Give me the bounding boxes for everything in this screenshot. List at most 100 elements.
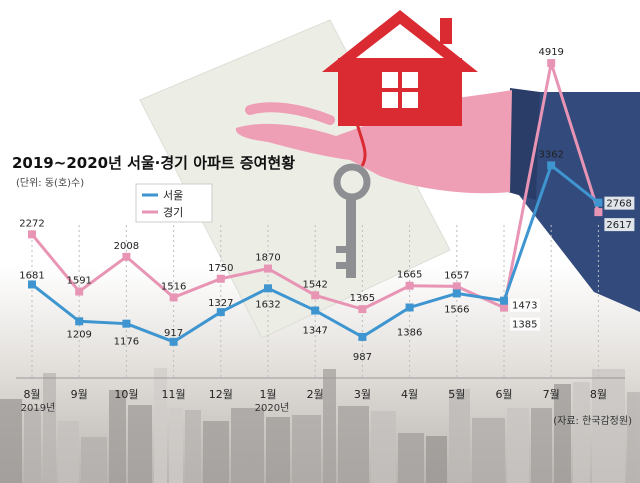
skyline-building: [573, 382, 590, 483]
skyline-building: [154, 368, 167, 483]
skyline-building: [128, 405, 152, 483]
chart-title: 2019~2020년 서울·경기 아파트 증여현황: [12, 154, 295, 172]
data-label-seoul: 1347: [302, 326, 327, 337]
marker-gyeonggi: [122, 252, 131, 261]
year-label-2019: 2019년: [21, 402, 56, 414]
marker-seoul: [75, 317, 84, 326]
legend-label-seoul: 서울: [163, 189, 183, 202]
marker-seoul: [547, 161, 556, 170]
data-label-seoul: 1176: [114, 337, 139, 348]
source-label: (자료: 한국감정원): [553, 415, 632, 427]
skyline-building: [0, 399, 22, 483]
x-tick-label: 4월: [401, 388, 418, 401]
skyline-building: [169, 408, 183, 483]
legend-label-gyeonggi: 경기: [163, 206, 183, 219]
data-label-seoul: 1209: [66, 329, 91, 340]
data-label-gyeonggi: 4919: [538, 47, 563, 58]
data-label-gyeonggi: 1750: [208, 263, 233, 274]
marker-gyeonggi: [358, 305, 367, 314]
skyline-building: [507, 408, 529, 483]
skyline-building: [231, 408, 264, 483]
data-label-seoul: 1681: [19, 270, 44, 281]
skyline-building: [266, 417, 290, 483]
marker-seoul: [500, 296, 508, 305]
marker-seoul: [122, 319, 131, 328]
marker-seoul: [594, 198, 603, 207]
data-label-gyeonggi: 1516: [161, 281, 186, 292]
marker-gyeonggi: [264, 264, 272, 273]
sleeve-image: [515, 92, 640, 312]
skyline-building: [531, 408, 552, 483]
x-tick-label: 2월: [307, 388, 324, 401]
marker-seoul: [405, 303, 414, 312]
x-tick-label: 7월: [543, 388, 560, 401]
document-paper-image: [139, 19, 451, 339]
skyline-building: [43, 373, 56, 483]
data-label-gyeonggi: 2617: [606, 220, 631, 231]
marker-seoul: [264, 284, 272, 293]
x-tick-labels: 8월 9월 10월 11월 12월 1월 2월 3월 4월 5월 6월 7월 8월: [23, 388, 607, 401]
x-tick-label: 10월: [114, 388, 138, 401]
data-label-seoul: 1386: [397, 327, 422, 338]
marker-gyeonggi: [311, 291, 320, 300]
year-label-2020: 2020년: [255, 402, 290, 414]
marker-seoul: [452, 289, 461, 298]
marker-gyeonggi: [75, 287, 84, 296]
data-label-gyeonggi: 1385: [512, 320, 537, 331]
skyline-building: [338, 406, 369, 483]
x-tick-label: 1월: [259, 388, 276, 401]
skyline-building: [203, 421, 229, 483]
x-tick-label: 9월: [71, 388, 88, 401]
data-label-bg: [510, 298, 540, 312]
skyline-building: [109, 390, 126, 483]
marker-seoul: [28, 280, 36, 289]
skyline-building: [292, 415, 321, 483]
skyline-building: [81, 437, 107, 483]
house-icon: [322, 10, 478, 126]
data-label-gyeonggi: 1365: [350, 293, 375, 304]
cuff-image: [508, 88, 540, 200]
marker-seoul: [216, 308, 225, 317]
marker-seoul: [311, 306, 320, 315]
data-label-seoul: 2768: [606, 199, 631, 210]
skyline-building: [371, 411, 396, 483]
data-label-gyeonggi: 1657: [444, 270, 469, 281]
data-label-gyeonggi: 1591: [66, 276, 91, 287]
x-tick-label: 3월: [354, 388, 371, 401]
data-label-seoul: 1632: [255, 299, 280, 310]
skyline-building: [472, 418, 505, 483]
data-label-bg: [510, 317, 540, 331]
x-tick-label: 8월: [590, 388, 607, 401]
data-label-gyeonggi: 1665: [397, 270, 422, 281]
skyline-building: [449, 389, 470, 483]
series-layer: [28, 59, 603, 346]
x-tick-label: 12월: [209, 388, 233, 401]
marker-gyeonggi: [594, 208, 603, 217]
legend-box: [135, 183, 213, 223]
data-label-seoul: 1566: [444, 304, 469, 315]
data-label-seoul: 1327: [208, 298, 233, 309]
data-label-gyeonggi: 2008: [114, 241, 139, 252]
x-tick-label: 5월: [448, 388, 465, 401]
data-label-seoul: 917: [164, 328, 183, 339]
data-label-seoul: 987: [353, 352, 372, 363]
data-label-gyeonggi: 1870: [255, 253, 280, 264]
data-label-gyeonggi: 2272: [19, 218, 44, 229]
marker-gyeonggi: [547, 59, 556, 68]
skyline-building: [426, 436, 447, 483]
data-label-seoul: 1473: [512, 301, 537, 312]
marker-seoul: [169, 337, 178, 346]
city-skyline-image: [0, 368, 640, 483]
marker-gyeonggi: [405, 281, 414, 290]
x-tick-label: 11월: [162, 388, 186, 401]
skyline-building: [554, 384, 571, 483]
data-label-seoul: 3362: [538, 149, 563, 160]
vertical-gridlines: [31, 225, 599, 378]
marker-gyeonggi: [452, 282, 461, 291]
thumb-image: [245, 102, 335, 125]
marker-gyeonggi: [28, 230, 36, 239]
skyline-building: [58, 421, 79, 483]
marker-seoul: [358, 332, 367, 341]
skyline-building: [398, 433, 424, 483]
